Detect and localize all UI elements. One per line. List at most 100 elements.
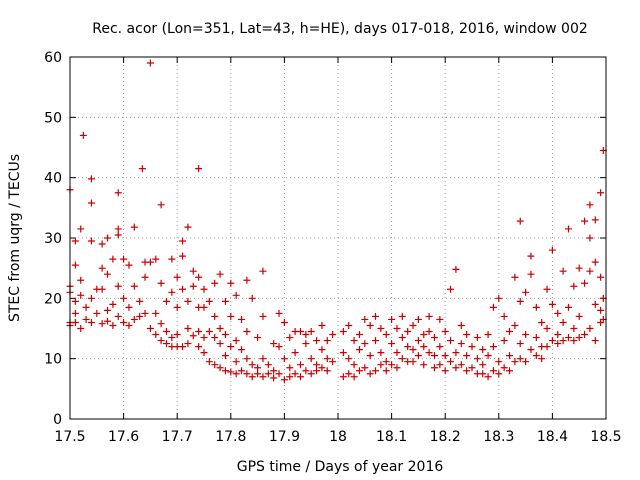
data-point [484,352,492,360]
data-point [146,325,154,332]
data-point [109,321,117,329]
data-point [114,189,122,197]
data-point [366,352,374,360]
data-point [420,331,428,339]
data-point [377,361,385,369]
x-tick-label: 17.5 [54,429,85,445]
data-point [532,303,540,311]
data-point [527,270,535,278]
data-point [479,370,487,378]
data-point [516,355,524,363]
data-point [559,337,567,345]
data-point [575,312,583,320]
data-point [179,252,187,260]
data-point [564,334,572,342]
data-point [441,367,449,375]
data-point [377,349,385,357]
data-point [361,364,369,372]
data-point [457,321,465,329]
data-point [377,325,385,332]
data-point [441,328,449,336]
data-point [264,370,272,378]
data-point [361,315,369,323]
data-point [280,376,288,384]
data-point [591,258,599,266]
data-point [484,331,492,339]
data-point [232,358,240,366]
y-tick-label: 50 [44,110,62,126]
data-point [350,361,358,369]
data-point [179,343,187,351]
data-point [71,261,79,269]
data-point [548,246,556,254]
data-point [227,312,235,320]
data-point [248,361,256,369]
x-tick-label: 18.3 [483,429,514,445]
data-point [296,361,304,369]
data-point [195,328,203,336]
data-point [420,343,428,351]
data-point [232,370,240,378]
data-point [388,315,396,323]
data-point [259,267,267,275]
data-point [586,267,594,275]
data-point [591,216,599,224]
x-tick-label: 18.1 [376,429,407,445]
data-point [162,297,170,305]
data-point [538,318,546,326]
x-tick-label: 17.9 [269,429,300,445]
data-point [393,349,401,357]
data-point [238,315,246,323]
data-point [522,358,530,366]
data-point [168,255,176,263]
data-point [506,352,514,360]
data-point [87,237,95,245]
data-point [350,337,358,345]
data-point [430,352,438,360]
data-point [436,315,444,323]
data-point [548,337,556,345]
data-point [243,328,251,336]
plot-frame [69,56,607,420]
data-point [87,318,95,326]
data-point [323,355,331,363]
data-point [195,273,203,281]
data-point [414,315,422,323]
data-point [570,337,578,345]
data-point [372,337,380,345]
data-point [591,337,599,345]
data-point [581,217,589,225]
data-point [489,303,497,311]
data-point [77,291,85,299]
data-point [189,282,197,290]
data-point [232,291,240,299]
data-point [71,297,79,305]
data-point [302,331,310,339]
data-point [345,321,353,329]
data-point [189,267,197,275]
data-point [109,255,117,263]
data-point [286,373,294,381]
x-tick-label: 18.5 [590,429,621,445]
data-point [109,300,117,308]
data-point [227,343,235,351]
data-point [104,306,112,314]
data-point [409,321,417,329]
data-point [484,373,492,381]
data-point [516,297,524,305]
data-point [597,189,605,197]
data-point [114,282,122,290]
data-point [543,343,551,351]
data-point [495,294,503,302]
data-point [205,358,213,366]
data-point [77,276,85,284]
data-point [597,306,605,314]
data-point [200,303,208,311]
data-point [500,364,508,372]
data-point [275,343,283,351]
data-point [280,355,288,363]
data-point [463,352,471,360]
data-point [495,370,503,378]
data-point [414,337,422,345]
data-point [104,234,112,242]
